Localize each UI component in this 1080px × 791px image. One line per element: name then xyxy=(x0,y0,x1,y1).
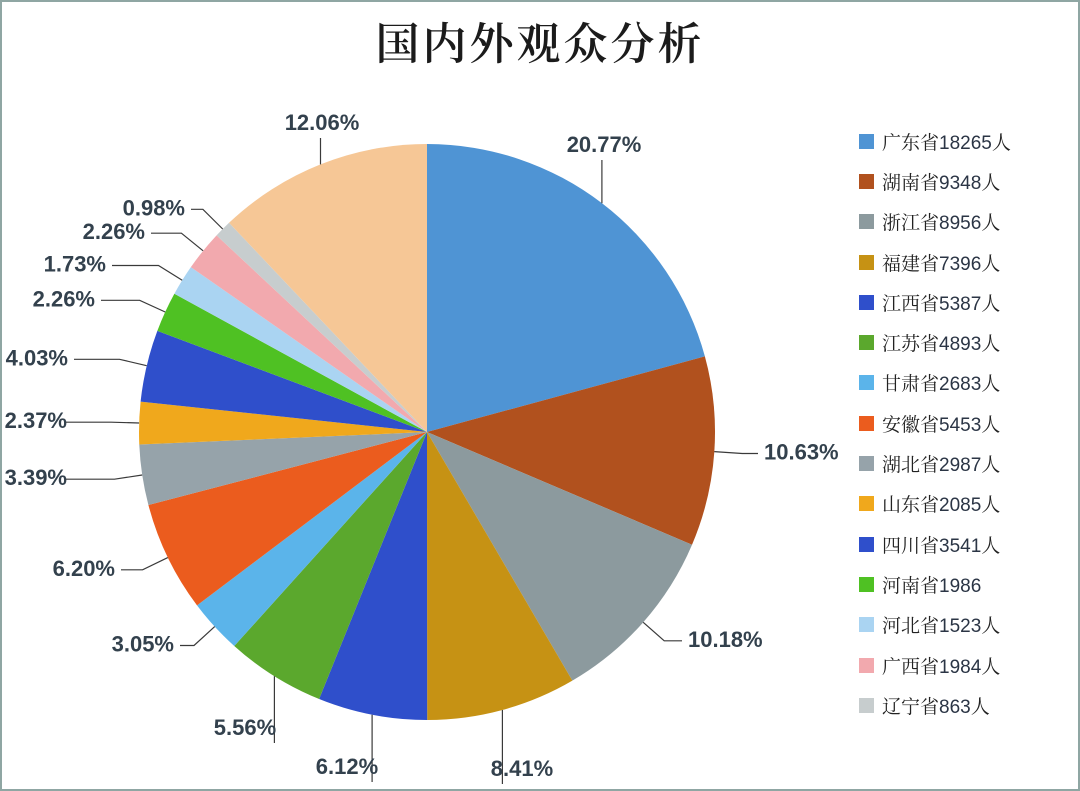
svg-text:20.77%: 20.77% xyxy=(567,132,642,157)
svg-text:10.18%: 10.18% xyxy=(688,627,763,652)
svg-text:8.41%: 8.41% xyxy=(491,756,553,781)
svg-text:10.63%: 10.63% xyxy=(764,440,839,465)
svg-text:3.39%: 3.39% xyxy=(5,465,67,490)
svg-text:2.26%: 2.26% xyxy=(33,286,95,311)
svg-text:6.12%: 6.12% xyxy=(316,754,378,779)
svg-text:1.73%: 1.73% xyxy=(44,251,106,276)
svg-text:5.56%: 5.56% xyxy=(214,715,276,740)
svg-text:12.06%: 12.06% xyxy=(285,110,360,135)
svg-text:2.26%: 2.26% xyxy=(83,219,145,244)
svg-text:2.37%: 2.37% xyxy=(5,408,67,433)
svg-text:4.03%: 4.03% xyxy=(6,345,68,370)
svg-text:3.05%: 3.05% xyxy=(112,631,174,656)
svg-text:6.20%: 6.20% xyxy=(53,556,115,581)
svg-text:0.98%: 0.98% xyxy=(123,195,185,220)
